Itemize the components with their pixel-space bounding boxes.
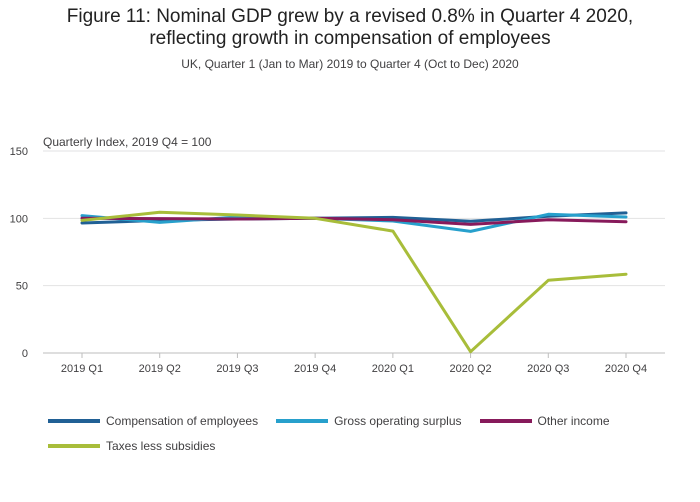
x-tick-label: 2019 Q4 <box>294 363 336 375</box>
y-tick-label: 0 <box>22 348 28 360</box>
y-tick-label: 150 <box>10 146 28 158</box>
chart-title-line-2: reflecting growth in compensation of emp… <box>149 28 551 49</box>
chart-subtitle: UK, Quarter 1 (Jan to Mar) 2019 to Quart… <box>181 57 519 71</box>
y-axis-label: Quarterly Index, 2019 Q4 = 100 <box>43 135 212 149</box>
legend-swatch <box>48 443 100 448</box>
chart-title: Figure 11: Nominal GDP grew by a revised… <box>0 6 700 50</box>
series-line-taxes-less-subsidies[interactable] <box>80 210 628 354</box>
legend-item[interactable]: Compensation of employees <box>48 408 258 433</box>
legend-label: Compensation of employees <box>106 413 259 428</box>
x-tick-label: 2019 Q1 <box>61 363 103 375</box>
x-tick-label: 2019 Q2 <box>139 363 181 375</box>
series-line-other-income[interactable] <box>80 216 628 226</box>
axes: 0 50 100 150 2019 Q1 2019 Q2 2019 Q3 2019 Q4 202… <box>10 146 665 375</box>
chart-legend: Compensation of employees Gross operating… <box>48 408 688 458</box>
legend-item[interactable]: Taxes less subsidies <box>48 433 215 458</box>
y-tick-label: 100 <box>10 213 28 225</box>
line-chart: Quarterly Index, 2019 Q4 = 100 0 50 100 150… <box>10 135 665 375</box>
x-tick-label: 2020 Q4 <box>605 363 647 375</box>
x-tick-label: 2020 Q2 <box>449 363 491 375</box>
legend-label: Taxes less subsidies <box>106 438 216 453</box>
legend-swatch <box>48 418 100 423</box>
legend-item[interactable]: Other income <box>479 408 610 433</box>
legend-swatch <box>479 418 532 423</box>
legend-item[interactable]: Gross operating surplus <box>276 408 462 433</box>
chart-title-line-1: Figure 11: Nominal GDP grew by a revised… <box>66 6 634 27</box>
series-lines <box>80 210 628 354</box>
x-tick-label: 2020 Q3 <box>527 363 569 375</box>
legend-label: Other income <box>537 413 610 428</box>
legend-label: Gross operating surplus <box>334 413 462 428</box>
x-tick-label: 2020 Q1 <box>372 363 414 375</box>
x-tick-label: 2019 Q3 <box>216 363 258 375</box>
y-tick-label: 50 <box>16 281 28 293</box>
legend-swatch <box>276 418 329 423</box>
